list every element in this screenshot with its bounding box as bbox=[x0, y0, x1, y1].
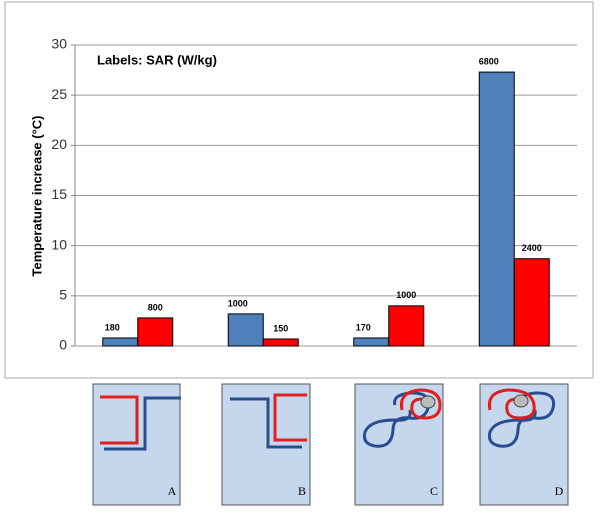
bar bbox=[137, 317, 174, 347]
bar bbox=[262, 338, 299, 347]
object bbox=[513, 394, 529, 408]
data-label: 1000 bbox=[228, 298, 248, 308]
coil bbox=[273, 393, 307, 442]
coil bbox=[363, 391, 431, 448]
bar bbox=[227, 313, 264, 347]
bar bbox=[513, 258, 550, 347]
bar bbox=[102, 337, 139, 347]
data-label: 170 bbox=[356, 322, 371, 332]
bar bbox=[478, 71, 515, 347]
bar bbox=[353, 337, 390, 347]
data-label: 800 bbox=[148, 302, 163, 312]
panel-label: C bbox=[430, 484, 438, 498]
panel-label: B bbox=[298, 484, 306, 498]
data-label: 180 bbox=[105, 322, 120, 332]
panel-label: A bbox=[168, 484, 177, 498]
coil bbox=[104, 396, 181, 451]
coil bbox=[230, 397, 302, 449]
annotation: Labels: SAR (W/kg) bbox=[97, 52, 217, 67]
y-tick-label: 0 bbox=[59, 337, 67, 353]
coil bbox=[488, 391, 556, 448]
y-tick-label: 10 bbox=[51, 236, 67, 252]
object bbox=[420, 395, 436, 409]
coil bbox=[399, 388, 442, 420]
data-label: 6800 bbox=[479, 56, 499, 66]
y-tick-label: 20 bbox=[51, 136, 67, 152]
data-label: 2400 bbox=[522, 243, 542, 253]
panel-drawings bbox=[100, 388, 556, 451]
y-tick-label: 15 bbox=[51, 186, 67, 202]
data-label: 150 bbox=[273, 323, 288, 333]
panel bbox=[221, 383, 311, 506]
coil bbox=[487, 388, 536, 420]
data-label: 1000 bbox=[396, 290, 416, 300]
bar bbox=[388, 305, 425, 347]
y-axis-label: Temperature increase (°C) bbox=[29, 115, 44, 276]
panel-label: D bbox=[555, 484, 564, 498]
y-tick-label: 30 bbox=[51, 36, 67, 52]
y-tick-label: 5 bbox=[59, 287, 67, 303]
y-tick-label: 25 bbox=[51, 86, 67, 102]
coil bbox=[100, 395, 139, 445]
